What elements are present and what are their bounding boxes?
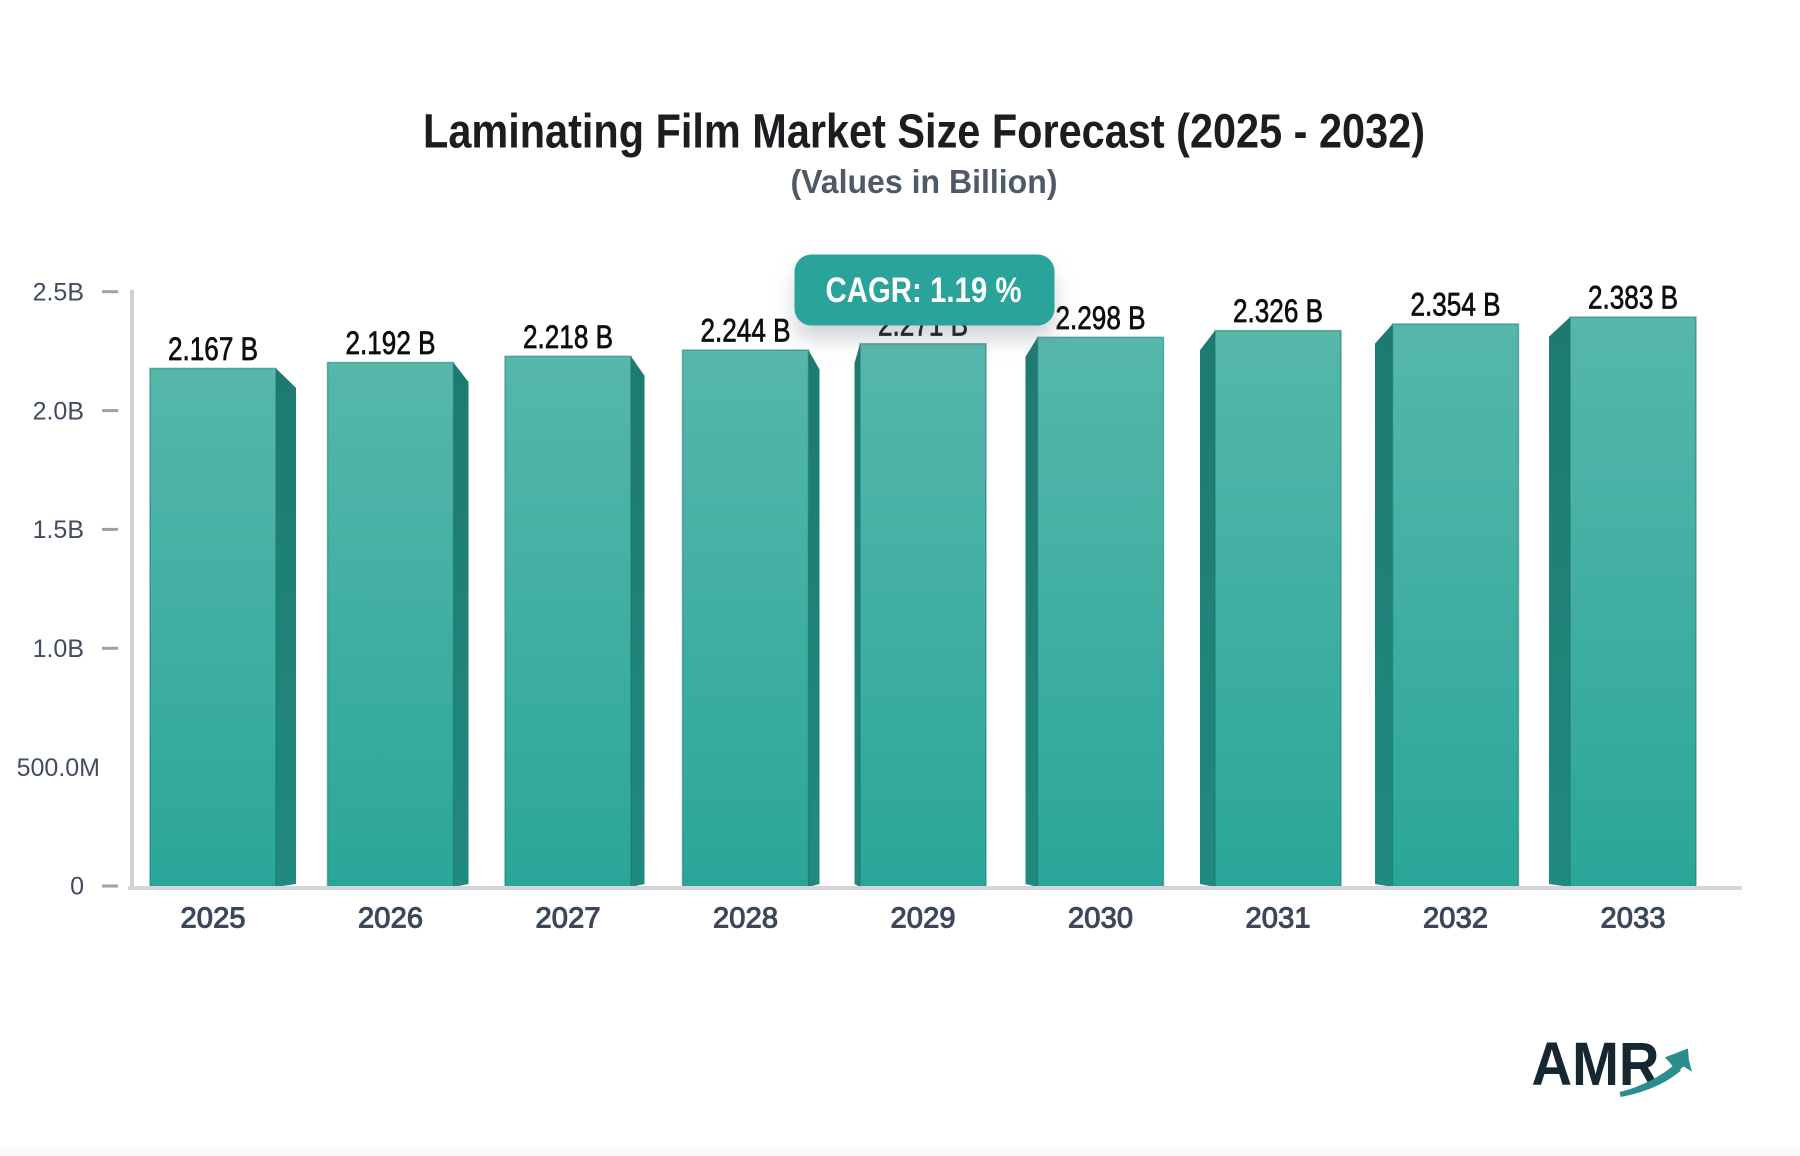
- svg-text:2030: 2030: [1068, 903, 1133, 935]
- svg-text:2.192 B: 2.192 B: [346, 325, 436, 361]
- svg-text:2.244 B: 2.244 B: [701, 313, 791, 349]
- svg-text:2.218 B: 2.218 B: [523, 319, 613, 355]
- svg-text:2026: 2026: [358, 903, 423, 935]
- svg-text:2033: 2033: [1601, 903, 1666, 935]
- svg-text:2.326 B: 2.326 B: [1233, 293, 1323, 329]
- svg-text:2.5B: 2.5B: [33, 278, 84, 306]
- svg-text:1.5B: 1.5B: [33, 516, 84, 544]
- svg-text:2027: 2027: [536, 903, 601, 935]
- svg-text:CAGR: 1.19 %: CAGR: 1.19 %: [826, 271, 1022, 310]
- svg-text:2025: 2025: [181, 903, 246, 935]
- svg-text:(Values in Billion): (Values in Billion): [791, 163, 1058, 200]
- svg-text:2.167 B: 2.167 B: [168, 331, 258, 367]
- svg-text:2028: 2028: [713, 903, 778, 935]
- svg-text:Laminating Film Market Size Fo: Laminating Film Market Size Forecast (20…: [423, 106, 1425, 159]
- svg-text:0: 0: [70, 873, 84, 901]
- svg-text:2031: 2031: [1246, 903, 1311, 935]
- svg-text:2029: 2029: [891, 903, 956, 935]
- svg-text:2.383 B: 2.383 B: [1588, 280, 1678, 316]
- svg-text:500.0M: 500.0M: [17, 754, 100, 782]
- svg-text:1.0B: 1.0B: [33, 635, 84, 663]
- svg-text:2.0B: 2.0B: [33, 397, 84, 425]
- svg-text:2.298 B: 2.298 B: [1056, 300, 1146, 336]
- svg-text:2032: 2032: [1423, 903, 1488, 935]
- svg-text:2.354 B: 2.354 B: [1411, 287, 1501, 323]
